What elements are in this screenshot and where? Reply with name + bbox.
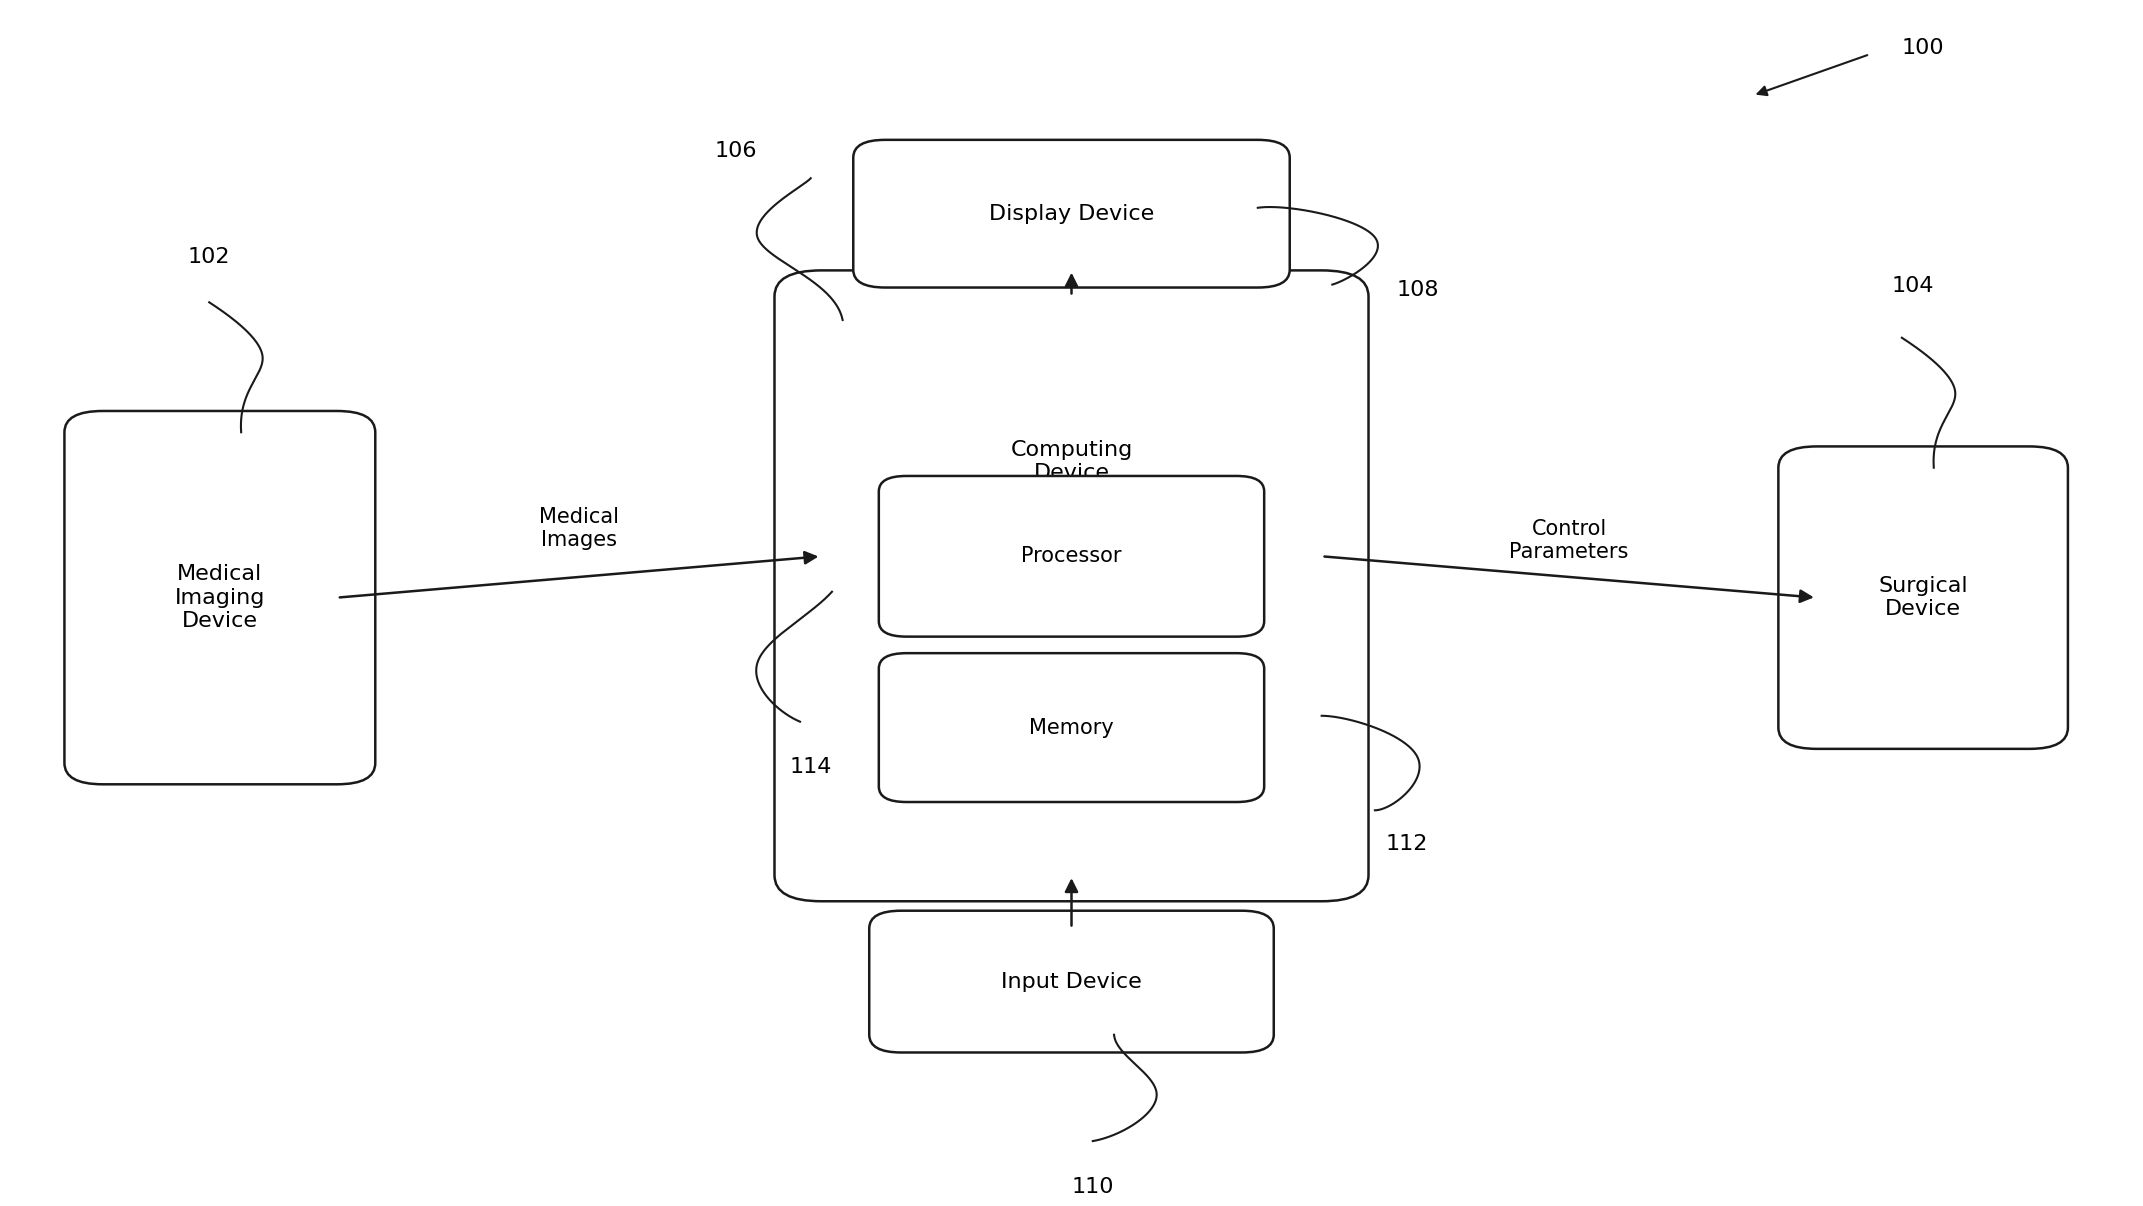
Text: Computing
Device: Computing Device [1009,440,1134,484]
Text: Control
Parameters: Control Parameters [1509,519,1629,562]
FancyBboxPatch shape [853,140,1290,287]
Text: Display Device: Display Device [988,204,1155,223]
Text: 112: 112 [1387,833,1427,854]
FancyBboxPatch shape [879,654,1264,802]
Text: 110: 110 [1072,1177,1114,1196]
Text: Memory: Memory [1029,718,1114,738]
FancyBboxPatch shape [870,911,1273,1053]
Text: Processor: Processor [1022,546,1121,567]
Text: Surgical
Device: Surgical Device [1877,576,1967,619]
Text: Medical
Imaging
Device: Medical Imaging Device [176,564,266,631]
Text: 106: 106 [716,141,756,160]
Text: 114: 114 [789,757,831,777]
Text: 104: 104 [1892,276,1933,297]
Text: 108: 108 [1397,281,1438,300]
Text: Input Device: Input Device [1001,972,1142,991]
Text: Medical
Images: Medical Images [540,508,619,550]
FancyBboxPatch shape [774,270,1369,901]
Text: 102: 102 [189,247,231,267]
FancyBboxPatch shape [1779,446,2068,749]
Text: 100: 100 [1901,39,1944,58]
FancyBboxPatch shape [64,411,375,784]
FancyBboxPatch shape [879,476,1264,637]
